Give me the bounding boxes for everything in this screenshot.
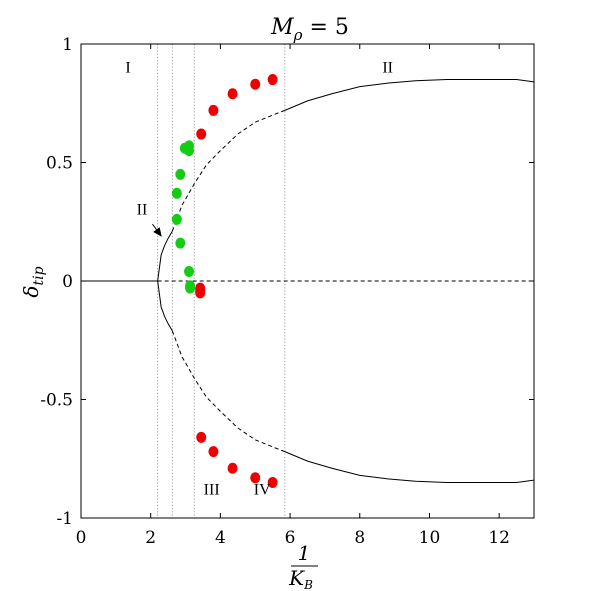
red-data-point — [250, 78, 261, 90]
x-tick-label: 8 — [354, 528, 365, 548]
title-sub: ρ — [293, 26, 303, 44]
region-label-3: III — [204, 481, 220, 498]
curve-solid-5 — [157, 280, 173, 332]
svg-text:δtip: δtip — [19, 266, 47, 297]
x-tick-label: 2 — [145, 528, 156, 548]
green-data-point — [175, 168, 186, 180]
green-data-point — [175, 237, 186, 249]
y-label-main: δ — [19, 286, 43, 298]
green-data-point — [184, 145, 195, 157]
x-tick-label: 4 — [215, 528, 226, 548]
red-data-point — [195, 287, 206, 299]
curve-dashed-6 — [171, 330, 286, 453]
green-data-point — [171, 187, 182, 199]
curve-solid-7 — [284, 451, 535, 483]
y-axis-ticks: -1 -0.5 0 0.5 1 — [40, 35, 534, 529]
y-tick-label: -1 — [56, 509, 73, 529]
x-axis-ticks: 0 2 4 6 8 10 12 — [76, 44, 510, 548]
y-tick-label: 0 — [62, 272, 73, 292]
green-data-point — [171, 213, 182, 225]
region-label-2: II — [137, 202, 148, 219]
y-tick-label: -0.5 — [40, 391, 73, 411]
red-data-point — [250, 472, 261, 484]
title-main: M — [270, 15, 294, 40]
curve-solid-2 — [157, 230, 173, 282]
curve-solid-4 — [284, 79, 535, 111]
x-tick-label: 0 — [76, 528, 87, 548]
green-data-point — [184, 266, 195, 278]
region-label-1: II — [382, 59, 393, 76]
region-arrow — [152, 223, 162, 237]
data-points — [171, 74, 278, 488]
red-data-point — [196, 431, 207, 443]
red-data-point — [196, 128, 207, 140]
region-label-4: IV — [254, 481, 271, 498]
x-label-numerator: 1 — [298, 541, 311, 565]
red-data-point — [267, 476, 278, 488]
equilibrium-curves — [81, 79, 535, 483]
red-data-point — [227, 88, 238, 100]
chart-title: Mρ = 5 — [270, 15, 349, 44]
region-label-0: I — [125, 59, 130, 76]
x-label-denominator: KB — [288, 566, 313, 591]
y-axis-label: δtip — [19, 266, 47, 297]
y-tick-label: 1 — [62, 35, 73, 55]
y-label-sub: tip — [31, 266, 47, 285]
x-tick-label: 6 — [285, 528, 296, 548]
x-tick-label: 12 — [488, 528, 510, 548]
red-data-point — [208, 446, 219, 458]
title-rest: = 5 — [302, 15, 348, 40]
green-data-point — [185, 282, 196, 294]
red-data-point — [208, 104, 219, 116]
red-data-point — [267, 74, 278, 86]
curve-dashed-3 — [171, 109, 286, 232]
red-data-point — [227, 462, 238, 474]
y-tick-label: 0.5 — [46, 154, 73, 174]
x-tick-label: 10 — [419, 528, 441, 548]
x-axis-label: 1 KB — [288, 541, 318, 591]
region-pointer-arrow — [152, 223, 162, 237]
